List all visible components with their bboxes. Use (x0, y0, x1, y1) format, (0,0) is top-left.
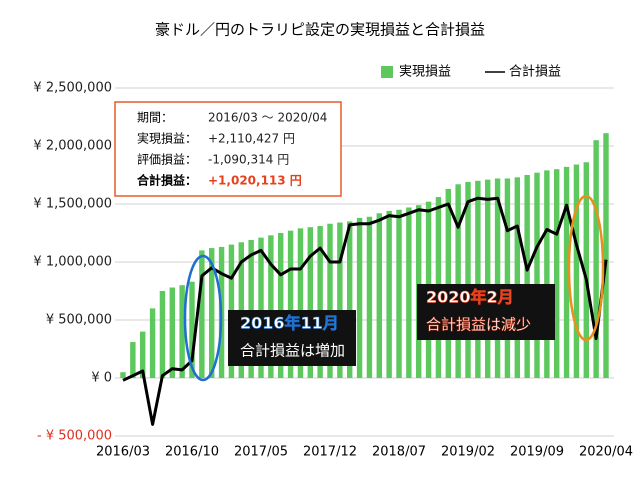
x-tick-label: 2017/12 (303, 445, 357, 460)
bar (455, 184, 461, 378)
x-tick-label: 2019/02 (441, 445, 495, 460)
bar (278, 233, 284, 378)
bar (386, 210, 392, 378)
x-tick-label: 2016/10 (165, 445, 219, 460)
bar (159, 291, 166, 378)
bar (268, 235, 274, 378)
x-tick-label: 2020/04 (579, 445, 633, 460)
bar (573, 164, 580, 378)
summary-label: 評価損益： (137, 152, 197, 167)
bar (475, 180, 481, 378)
highlight-ellipse (567, 194, 605, 342)
y-tick-label: - ¥ 500,000 (37, 429, 112, 444)
overlay (122, 196, 608, 426)
bar (563, 166, 570, 378)
y-tick-label: ¥ 2,500,000 (33, 81, 112, 96)
bar (209, 248, 215, 378)
y-tick-label: ¥ 2,000,000 (33, 139, 112, 154)
bar (169, 287, 175, 378)
bar (524, 175, 530, 378)
bar (327, 223, 333, 378)
bar (337, 222, 343, 378)
chart-title: 豪ドル／円のトラリピ設定の実現損益と合計損益 (155, 21, 485, 39)
bar (297, 228, 304, 378)
callout-heading: 2020年2月 (426, 288, 514, 307)
bar (317, 226, 323, 378)
legend-label: 実現損益 (399, 64, 451, 80)
bar (485, 179, 491, 378)
bar (189, 281, 195, 378)
bar (396, 209, 402, 378)
callout-box (417, 284, 555, 340)
bar (199, 250, 205, 378)
bar (179, 285, 185, 378)
summary-label: 実現損益： (137, 131, 197, 146)
bar (287, 230, 294, 378)
summary-label: 期間： (137, 111, 173, 125)
x-tick-label: 2019/09 (510, 445, 564, 460)
callout-text: 合計損益は増加 (240, 342, 345, 360)
bar (366, 216, 373, 378)
y-tick-label: ¥ 1,000,000 (33, 255, 112, 270)
summary-label: 合計損益： (137, 173, 197, 188)
bar (406, 207, 412, 378)
bar (140, 331, 146, 378)
x-tick-label: 2018/07 (372, 445, 426, 460)
summary-value: +1,020,113 円 (208, 174, 302, 188)
line (122, 196, 608, 426)
bar (593, 140, 599, 378)
y-tick-label: ¥ 1,500,000 (33, 197, 112, 212)
bar (583, 162, 589, 378)
bar (347, 221, 353, 378)
bar (445, 188, 451, 378)
bar (514, 177, 520, 378)
callout-box (228, 310, 356, 366)
y-tick-label: ¥ 500,000 (46, 313, 112, 328)
x-tick-label: 2016/03 (96, 445, 150, 460)
bar (149, 308, 156, 378)
bar (356, 217, 363, 378)
callout-text: 合計損益は減少 (426, 316, 531, 334)
summary-value: -1,090,314 円 (208, 153, 289, 167)
bar (120, 372, 126, 378)
legend-label: 合計損益 (509, 64, 561, 80)
bar (307, 227, 313, 378)
bar (258, 237, 264, 378)
bar (376, 213, 382, 378)
bar (534, 172, 540, 378)
x-tick-label: 2017/05 (234, 445, 288, 460)
bar (603, 133, 609, 378)
summary-box (114, 101, 342, 197)
bar (504, 178, 511, 378)
bar (544, 170, 550, 378)
bar (248, 239, 254, 378)
bar (130, 342, 136, 378)
bar (554, 169, 560, 378)
bar (494, 178, 501, 378)
callout-heading: 2016年11月 (240, 314, 339, 333)
legend-swatch (381, 66, 393, 78)
bar (465, 181, 471, 378)
summary-value: +2,110,427 円 (208, 132, 295, 146)
y-tick-label: ¥ 0 (91, 371, 112, 386)
summary-value: 2016/03 ～ 2020/04 (208, 111, 327, 125)
highlight-ellipse (183, 254, 223, 382)
